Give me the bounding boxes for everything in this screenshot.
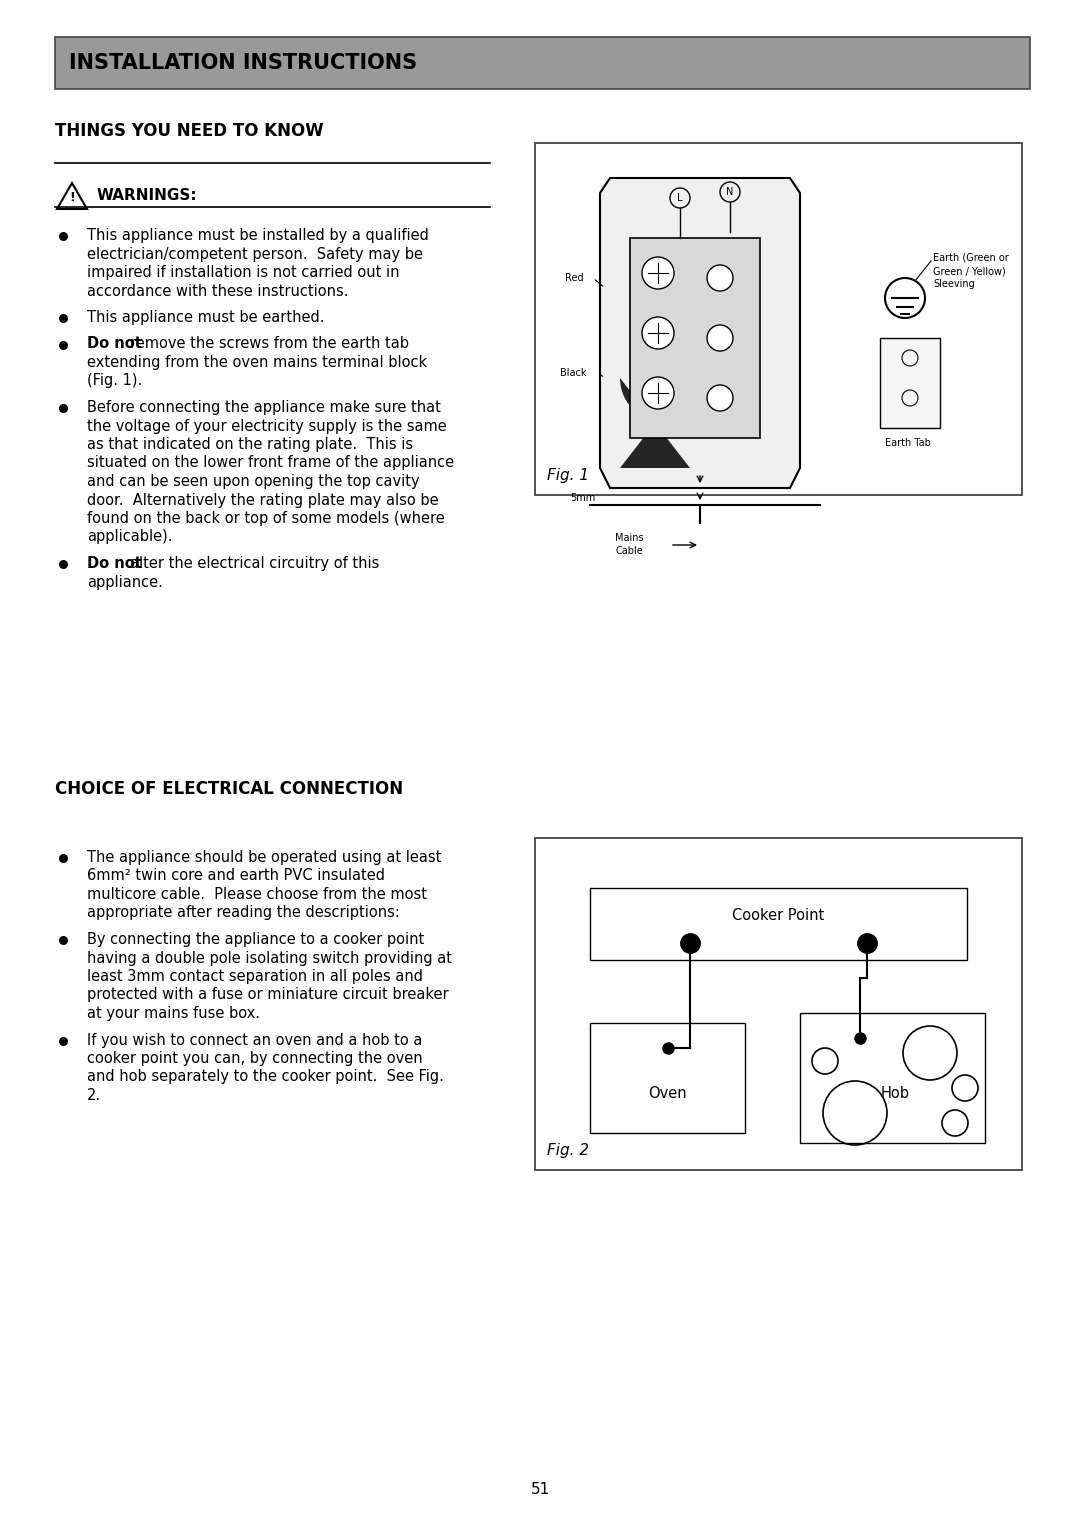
Circle shape	[642, 377, 674, 410]
Text: CHOICE OF ELECTRICAL CONNECTION: CHOICE OF ELECTRICAL CONNECTION	[55, 779, 403, 798]
Text: multicore cable.  Please choose from the most: multicore cable. Please choose from the …	[87, 886, 427, 902]
Text: Mains
Cable: Mains Cable	[615, 533, 644, 556]
Text: WARNINGS:: WARNINGS:	[97, 188, 198, 203]
Text: The appliance should be operated using at least: The appliance should be operated using a…	[87, 850, 442, 865]
Text: If you wish to connect an oven and a hob to a: If you wish to connect an oven and a hob…	[87, 1033, 422, 1048]
Text: Hob: Hob	[880, 1085, 909, 1100]
Text: at your mains fuse box.: at your mains fuse box.	[87, 1005, 260, 1021]
Text: Cooker Point: Cooker Point	[732, 909, 825, 923]
Bar	[880, 338, 940, 428]
Text: Red: Red	[565, 274, 583, 283]
Text: impaired if installation is not carried out in: impaired if installation is not carried …	[87, 264, 400, 280]
Bar	[535, 837, 1022, 1170]
Text: 2.: 2.	[87, 1088, 102, 1103]
Text: cooker point you can, by connecting the oven: cooker point you can, by connecting the …	[87, 1051, 422, 1067]
Text: !: !	[69, 191, 75, 203]
Text: found on the back or top of some models (where: found on the back or top of some models …	[87, 510, 445, 526]
Circle shape	[707, 264, 733, 290]
Text: least 3mm contact separation in all poles and: least 3mm contact separation in all pole…	[87, 969, 423, 984]
Text: THINGS YOU NEED TO KNOW: THINGS YOU NEED TO KNOW	[55, 122, 324, 141]
Text: Do not: Do not	[87, 336, 147, 351]
Text: L: L	[677, 193, 683, 203]
Text: 5mm: 5mm	[570, 494, 595, 503]
Text: INSTALLATION INSTRUCTIONS: INSTALLATION INSTRUCTIONS	[69, 53, 417, 73]
Text: electrician/competent person.  Safety may be: electrician/competent person. Safety may…	[87, 246, 423, 261]
Text: having a double pole isolating switch providing at: having a double pole isolating switch pr…	[87, 950, 453, 966]
Text: and can be seen upon opening the top cavity: and can be seen upon opening the top cav…	[87, 474, 420, 489]
Text: This appliance must be installed by a qualified: This appliance must be installed by a qu…	[87, 228, 429, 243]
Text: appropriate after reading the descriptions:: appropriate after reading the descriptio…	[87, 906, 400, 920]
Polygon shape	[600, 177, 800, 487]
Text: Before connecting the appliance make sure that: Before connecting the appliance make sur…	[87, 400, 441, 416]
Circle shape	[707, 325, 733, 351]
Bar	[590, 1024, 745, 1132]
Circle shape	[642, 257, 674, 289]
Text: applicable).: applicable).	[87, 530, 173, 544]
Text: 51: 51	[530, 1482, 550, 1497]
Bar	[535, 144, 1022, 495]
Text: This appliance must be earthed.: This appliance must be earthed.	[87, 310, 324, 325]
Text: Fig. 2: Fig. 2	[546, 1143, 589, 1158]
Text: Earth (Green or
Green / Yellow)
Sleeving: Earth (Green or Green / Yellow) Sleeving	[933, 254, 1009, 289]
Text: 6mm² twin core and earth PVC insulated: 6mm² twin core and earth PVC insulated	[87, 868, 384, 883]
Circle shape	[707, 385, 733, 411]
Polygon shape	[620, 377, 690, 468]
Text: extending from the oven mains terminal block: extending from the oven mains terminal b…	[87, 354, 427, 370]
Text: Black: Black	[561, 368, 586, 377]
Text: (Fig. 1).: (Fig. 1).	[87, 373, 143, 388]
Text: Fig. 1: Fig. 1	[546, 468, 589, 483]
Text: and hob separately to the cooker point.  See Fig.: and hob separately to the cooker point. …	[87, 1070, 444, 1085]
Text: situated on the lower front frame of the appliance: situated on the lower front frame of the…	[87, 455, 454, 471]
Bar	[800, 1013, 985, 1143]
Circle shape	[642, 316, 674, 348]
Text: N: N	[727, 186, 733, 197]
Text: remove the screws from the earth tab: remove the screws from the earth tab	[131, 336, 409, 351]
Text: Oven: Oven	[648, 1085, 687, 1100]
Text: protected with a fuse or miniature circuit breaker: protected with a fuse or miniature circu…	[87, 987, 448, 1002]
Text: alter the electrical circuitry of this: alter the electrical circuitry of this	[131, 556, 380, 571]
Text: Earth Tab: Earth Tab	[885, 439, 931, 448]
Text: as that indicated on the rating plate.  This is: as that indicated on the rating plate. T…	[87, 437, 414, 452]
Bar	[590, 888, 967, 960]
Bar	[630, 238, 760, 439]
Bar	[55, 37, 1030, 89]
Text: appliance.: appliance.	[87, 575, 163, 590]
Text: door.  Alternatively the rating plate may also be: door. Alternatively the rating plate may…	[87, 492, 438, 507]
Text: By connecting the appliance to a cooker point: By connecting the appliance to a cooker …	[87, 932, 424, 947]
Text: Do not: Do not	[87, 556, 147, 571]
Text: accordance with these instructions.: accordance with these instructions.	[87, 284, 349, 298]
Text: the voltage of your electricity supply is the same: the voltage of your electricity supply i…	[87, 419, 447, 434]
